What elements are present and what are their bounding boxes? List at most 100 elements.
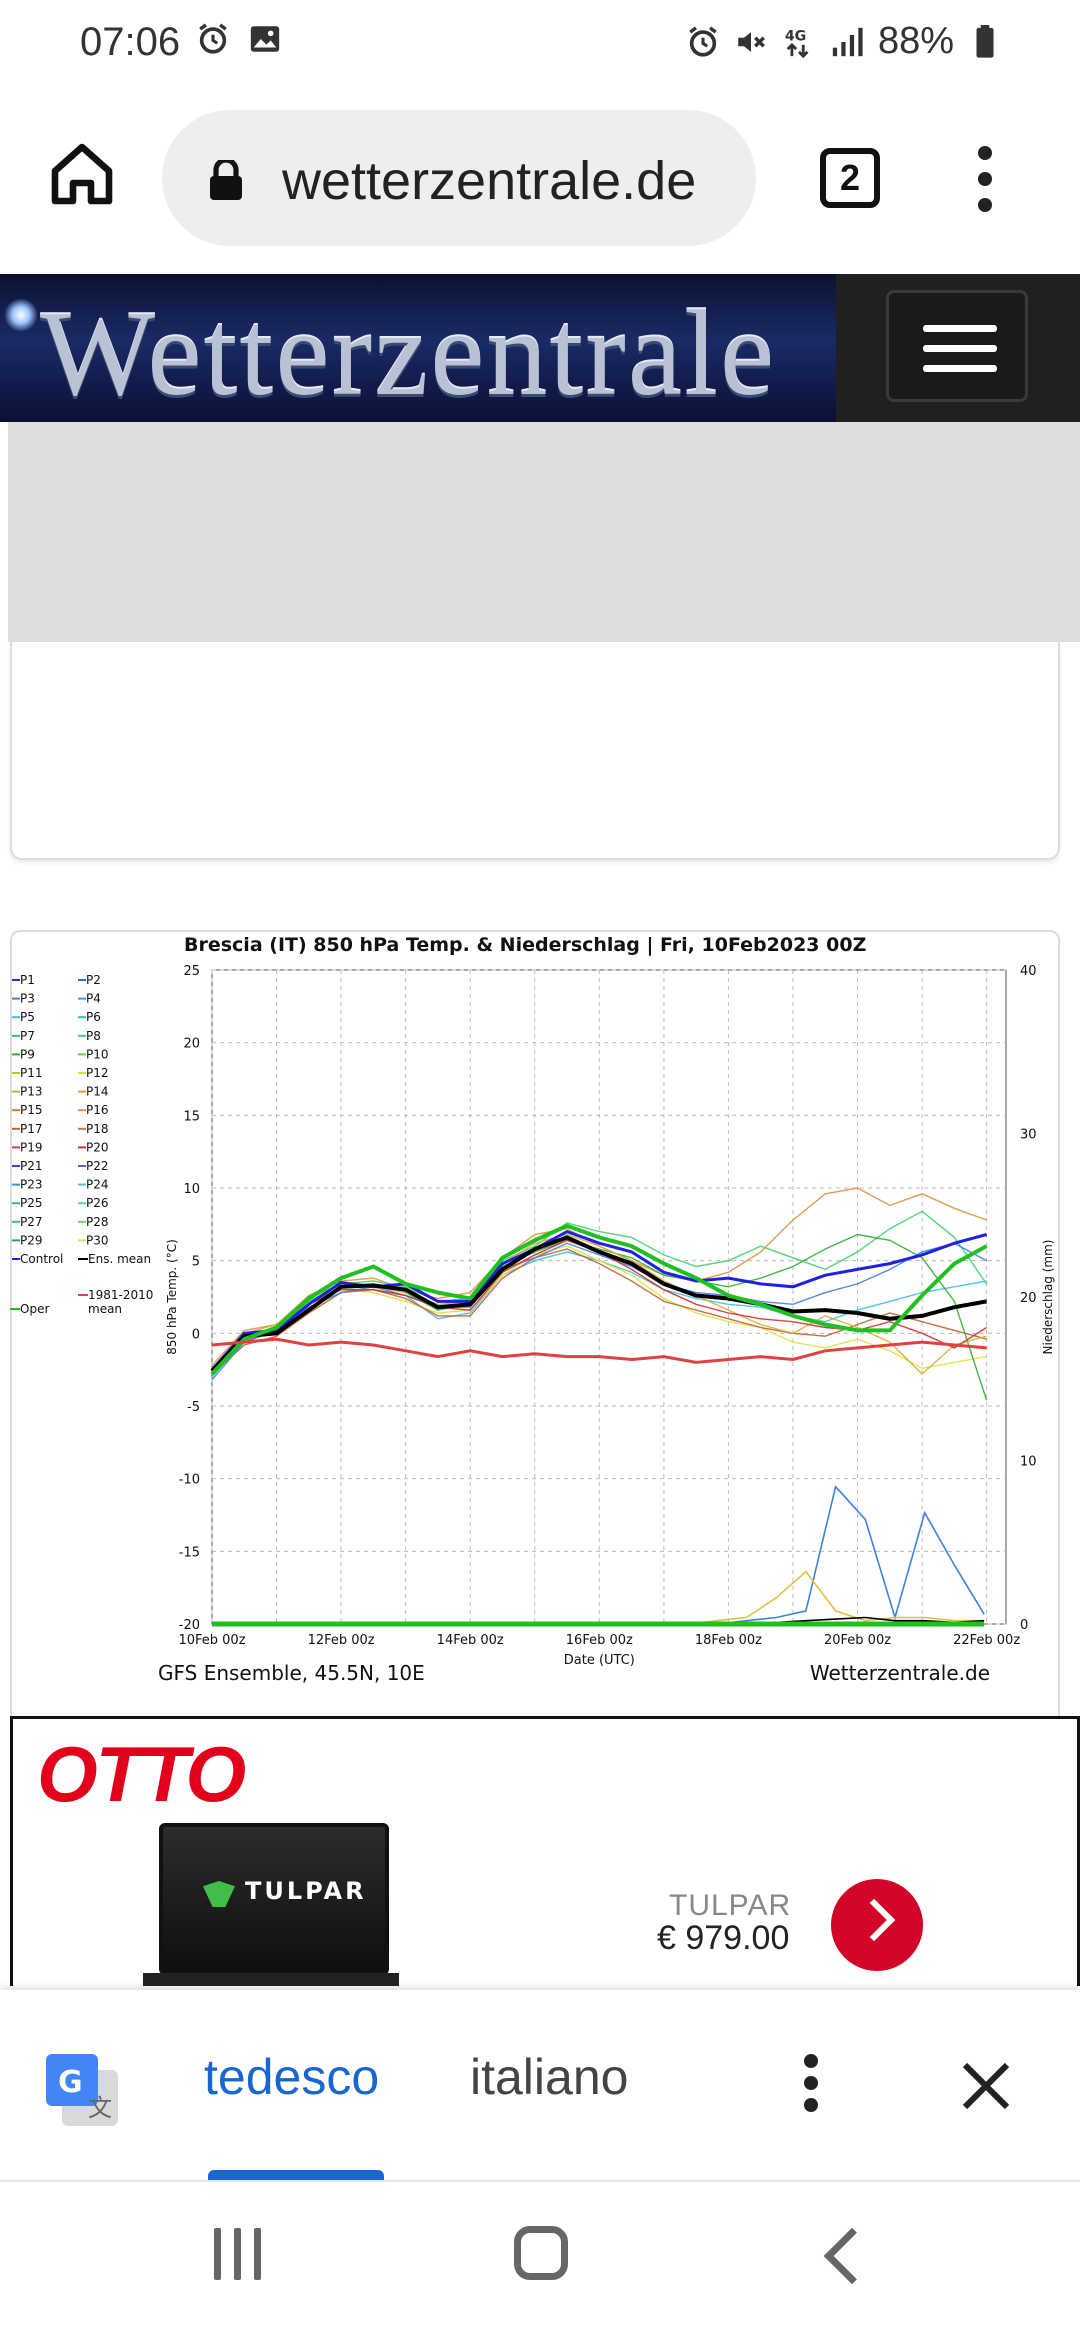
legend-entry: P15 <box>20 1103 43 1117</box>
x-tick-label: 16Feb 00z <box>566 1633 633 1648</box>
y-tick-label: -10 <box>179 1473 200 1488</box>
mute-icon <box>738 31 765 52</box>
legend-entry: Oper <box>20 1302 49 1316</box>
product-price[interactable]: € 979.00 <box>657 1919 790 1957</box>
member-series-line <box>211 1242 987 1381</box>
legend-entry: P25 <box>20 1196 43 1210</box>
chart-footer-left: GFS Ensemble, 45.5N, 10E <box>158 1661 425 1685</box>
y-tick-label: 15 <box>183 1109 200 1124</box>
legend-entry: P24 <box>86 1178 109 1192</box>
legend-entry: P20 <box>86 1140 109 1154</box>
y-tick-label: 5 <box>192 1255 200 1270</box>
series-line-control <box>210 1229 987 1371</box>
legend-entry: P28 <box>86 1215 109 1229</box>
site-logo[interactable]: Wetterzentrale <box>0 274 836 422</box>
product-brand[interactable]: TULPAR <box>669 1889 792 1922</box>
legend-entry: P18 <box>86 1122 109 1136</box>
legend-entry: P2 <box>86 973 101 987</box>
y2-axis-label: Niederschlag (mm) <box>1041 1240 1055 1355</box>
legend-entry: P10 <box>86 1047 109 1061</box>
close-icon[interactable] <box>958 2058 1014 2114</box>
y2-tick-label: 0 <box>1020 1618 1028 1633</box>
y-axis-label: 850 hPa Temp. (°C) <box>165 1239 179 1355</box>
y-tick-label: 20 <box>183 1037 200 1052</box>
laptop-logo: TULPAR <box>245 1877 367 1905</box>
recents-icon[interactable] <box>214 2228 262 2280</box>
legend-entry: P6 <box>86 1010 101 1024</box>
legend-entry: P4 <box>86 992 101 1006</box>
x-axis-label: Date (UTC) <box>564 1653 635 1668</box>
legend-entry: P21 <box>20 1159 43 1173</box>
legend-entry: P30 <box>86 1233 109 1247</box>
x-tick-label: 20Feb 00z <box>824 1633 891 1648</box>
legend-entry: P17 <box>20 1122 43 1136</box>
y2-tick-label: 20 <box>1020 1291 1037 1306</box>
ad-placeholder <box>8 422 1080 642</box>
otto-logo[interactable]: OTTO <box>37 1730 246 1818</box>
legend-entry: 1981-2010 <box>88 1288 153 1302</box>
status-time: 07:06 <box>80 20 181 64</box>
logo-text: Wetterzentrale <box>40 286 777 421</box>
translate-bar: G 文 tedesco italiano <box>0 1990 1080 2180</box>
signal-icon <box>832 27 863 56</box>
y-tick-label: -20 <box>179 1618 200 1633</box>
legend-entry: P7 <box>20 1029 35 1043</box>
laptop-image[interactable]: TULPAR <box>143 1823 399 1986</box>
image-icon <box>250 26 280 52</box>
otto-ad[interactable]: OTTO TULPAR TULPAR € 979.00 <box>10 1716 1080 1986</box>
y2-tick-label: 30 <box>1020 1128 1037 1143</box>
back-icon[interactable] <box>823 2227 881 2285</box>
x-tick-label: 22Feb 00z <box>953 1633 1020 1648</box>
lock-icon[interactable] <box>208 160 244 200</box>
legend-entry: P16 <box>86 1103 109 1117</box>
chevron-right-icon[interactable] <box>831 1879 923 1971</box>
series-line-ens-mean <box>210 1235 987 1373</box>
svg-text:G: G <box>58 2065 83 2100</box>
url-text[interactable]: wetterzentrale.de <box>282 151 697 211</box>
series-line-oper <box>210 1223 988 1376</box>
legend-entry: P27 <box>20 1215 43 1229</box>
y-tick-label: 10 <box>183 1182 200 1197</box>
logo-flare <box>4 298 38 332</box>
google-translate-icon[interactable]: G 文 <box>42 2050 122 2130</box>
battery-icon <box>976 24 994 58</box>
active-tab-indicator <box>208 2170 384 2180</box>
content-card <box>10 642 1060 860</box>
legend-entry: P23 <box>20 1178 43 1192</box>
tab-switcher-button[interactable]: 2 <box>820 148 880 208</box>
battery-percent: 88% <box>877 20 954 62</box>
svg-text:4G: 4G <box>785 28 806 44</box>
legend-entry: Control <box>20 1252 63 1266</box>
more-vert-icon[interactable] <box>796 2050 826 2120</box>
y2-tick-label: 10 <box>1020 1455 1037 1470</box>
url-bar[interactable]: wetterzentrale.de <box>162 110 756 246</box>
home-icon[interactable] <box>46 138 118 210</box>
browser-toolbar: wetterzentrale.de 2 <box>0 100 1080 256</box>
ensemble-chart: 25 20 15 10 5 0 -5 -10 -15 -20 40 30 20 10 0 10Feb 00z 1… <box>10 964 1055 1685</box>
alarm-icon <box>689 25 717 57</box>
tab-italiano[interactable]: italiano <box>470 2049 629 2105</box>
y-tick-label: -15 <box>179 1545 200 1560</box>
legend-entry: P1 <box>20 973 35 987</box>
navigation-bar <box>0 2180 1080 2340</box>
x-tick-label: 12Feb 00z <box>308 1633 375 1648</box>
legend-entry: P5 <box>20 1010 35 1024</box>
more-vert-icon[interactable] <box>970 140 1000 216</box>
x-tick-label: 10Feb 00z <box>178 1633 245 1648</box>
tulpar-gem-icon <box>203 1881 235 1907</box>
home-icon[interactable] <box>514 2226 568 2280</box>
y-tick-label: 25 <box>183 964 200 979</box>
y-tick-label: 0 <box>192 1327 200 1342</box>
legend-entry: P11 <box>20 1066 43 1080</box>
tab-tedesco[interactable]: tedesco <box>204 2049 380 2105</box>
laptop-base <box>143 1973 399 1986</box>
legend-entry: P29 <box>20 1233 43 1247</box>
legend-entry: Ens. mean <box>88 1252 151 1266</box>
chart-footer-right: Wetterzentrale.de <box>810 1661 990 1685</box>
site-header: Wetterzentrale <box>0 274 1080 422</box>
legend-entry: P19 <box>20 1140 43 1154</box>
legend-entry: P22 <box>86 1159 109 1173</box>
legend-entry: P13 <box>20 1085 43 1099</box>
hamburger-menu-icon[interactable] <box>886 290 1028 402</box>
legend-entry: P26 <box>86 1196 109 1210</box>
